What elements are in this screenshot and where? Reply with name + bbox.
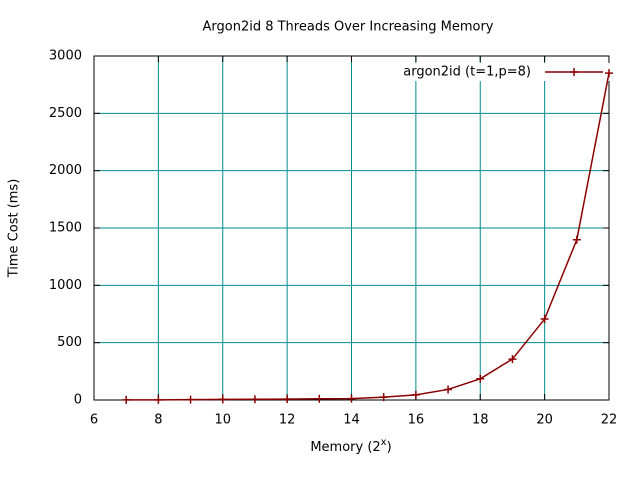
y-tick-label: 1500 [49, 221, 82, 236]
series-line [126, 72, 610, 401]
x-label-tail: ) [387, 440, 392, 455]
point [508, 355, 517, 364]
point [379, 393, 388, 402]
point [250, 395, 259, 404]
x-tick-label: 6 [90, 413, 98, 428]
point [572, 235, 581, 244]
point [122, 395, 131, 404]
point [540, 315, 549, 324]
x-tick-label: 18 [472, 413, 489, 428]
y-tick-label: 500 [57, 335, 82, 350]
x-tick-label: 20 [536, 413, 553, 428]
y-tick-label: 0 [74, 393, 82, 408]
point [411, 390, 420, 399]
legend-label: argon2id (t=1,p=8) [403, 65, 531, 80]
point [154, 395, 163, 404]
legend-marker [570, 68, 578, 76]
legend-box [395, 63, 613, 81]
y-tick-label: 1000 [49, 278, 82, 293]
x-tick-label: 14 [343, 413, 360, 428]
chart-title: Argon2id 8 Threads Over Increasing Memor… [202, 20, 493, 35]
x-tick-label: 8 [154, 413, 162, 428]
x-tick-label: 10 [214, 413, 231, 428]
point [218, 395, 227, 404]
y-axis-label: Time Cost (ms) [7, 179, 22, 279]
y-tick-label: 2000 [49, 163, 82, 178]
x-axis-label: Memory (2x) [310, 437, 391, 455]
point [347, 394, 356, 403]
point [444, 385, 453, 394]
y-tick-label: 3000 [49, 49, 82, 64]
x-tick-label: 22 [601, 413, 618, 428]
y-tick-label: 2500 [49, 106, 82, 121]
x-tick-label: 12 [279, 413, 296, 428]
point [605, 69, 613, 78]
point [283, 395, 292, 404]
point [476, 374, 485, 383]
point [315, 394, 324, 403]
point [186, 395, 195, 404]
x-label-text: Memory (2 [310, 440, 380, 455]
x-tick-label: 16 [408, 413, 425, 428]
x-label-sup: x [381, 437, 387, 448]
